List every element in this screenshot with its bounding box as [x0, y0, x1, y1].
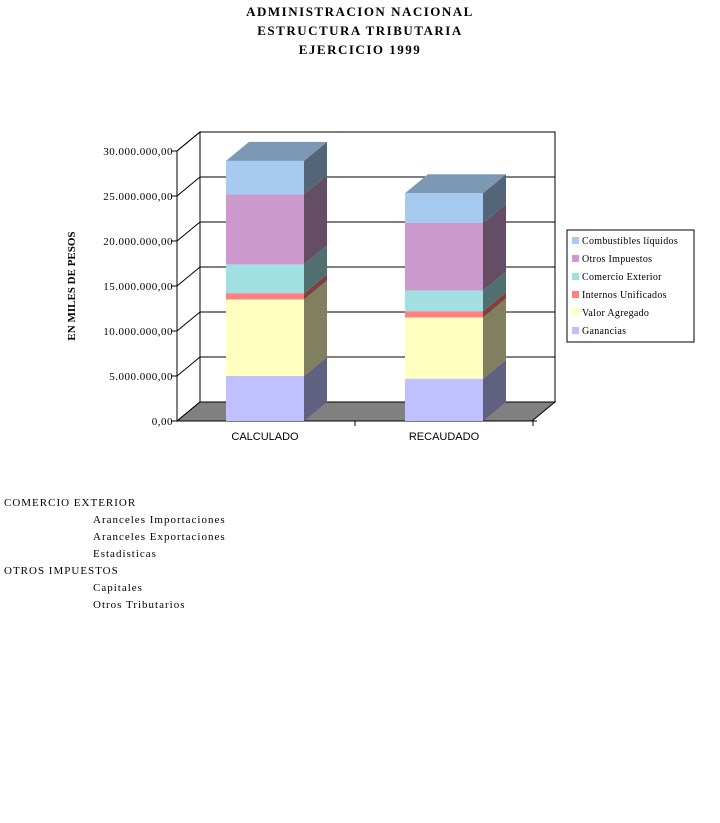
bar-segment-side: [483, 359, 506, 421]
bar-segment-side: [304, 141, 327, 195]
gridline-side: [176, 356, 201, 377]
bar-segment-side: [483, 204, 506, 291]
bar-segment: [405, 290, 483, 312]
legend-swatch: [572, 291, 579, 298]
gridline-side: [176, 266, 201, 287]
stacked-bar-chart: 0,00 5.000.000,00 10.000.000,00 15.000.000,…: [66, 130, 695, 443]
legend-label: Combustibles líquidos: [582, 236, 678, 247]
y-tick-label: 0,00: [152, 416, 173, 428]
title-line-1: ADMINISTRACION NACIONAL: [246, 4, 474, 19]
note-item: Capitales: [93, 582, 143, 594]
legend-swatch: [572, 237, 579, 244]
gridline-side: [176, 311, 201, 332]
legend: [566, 229, 695, 343]
legend-swatch: [572, 327, 579, 334]
bar-segment: [405, 193, 483, 223]
title-line-3: EJERCICIO 1999: [298, 42, 422, 57]
y-tick-label: 15.000.000,00: [103, 281, 173, 293]
bar-segment-side: [304, 274, 327, 300]
y-tick-label: 20.000.000,00: [103, 236, 173, 248]
chart-title: ADMINISTRACION NACIONAL ESTRUCTURA TRIBU…: [0, 2, 720, 59]
gridline-side: [176, 221, 201, 242]
legend-swatch: [572, 273, 579, 280]
bar-segment: [226, 194, 304, 265]
note-item: Estadísticas: [93, 548, 157, 560]
bar-segment: [405, 223, 483, 291]
bar-segment-side: [304, 245, 327, 294]
legend-label: Comercio Exterior: [582, 272, 662, 283]
bar-segment-side: [304, 357, 327, 421]
y-tick-label: 30.000.000,00: [103, 146, 173, 158]
bar-top: [226, 141, 327, 161]
legend-swatch: [572, 255, 579, 262]
bar-segment: [405, 311, 483, 318]
legend-label: Internos Unificados: [582, 290, 667, 301]
legend-label: Otros Impuestos: [582, 254, 652, 265]
y-tick-label: 10.000.000,00: [103, 326, 173, 338]
note-heading-otros-impuestos: OTROS IMPUESTOS: [4, 565, 119, 577]
bar-top: [405, 174, 506, 194]
notes-list: COMERCIO EXTERIOR Aranceles Importacione…: [4, 495, 226, 614]
legend-label: Valor Agregado: [582, 308, 649, 319]
y-tick-label: 5.000.000,00: [109, 371, 173, 383]
note-heading-comercio-exterior: COMERCIO EXTERIOR: [4, 497, 137, 509]
bar-segment-side: [304, 280, 327, 376]
bar-segment: [226, 376, 304, 421]
bar-segment: [405, 317, 483, 379]
note-item: Aranceles Importaciones: [93, 514, 226, 526]
note-item: Aranceles Exportaciones: [93, 531, 226, 543]
legend-label: Ganancias: [582, 326, 626, 337]
bar-segment: [226, 264, 304, 294]
bar-segment: [226, 293, 304, 300]
bar-segment-side: [304, 175, 327, 265]
bar-segment: [226, 160, 304, 195]
y-axis-label: EN MILES DE PESOS: [66, 231, 78, 340]
bar-segment: [226, 299, 304, 376]
title-line-2: ESTRUCTURA TRIBUTARIA: [257, 23, 463, 38]
bar-segment-side: [483, 271, 506, 312]
note-item: Otros Tributarios: [93, 599, 186, 611]
bar-segment-side: [483, 292, 506, 318]
bar-segment-side: [483, 174, 506, 223]
gridline-side: [176, 131, 201, 152]
x-tick-label: CALCULADO: [231, 431, 299, 443]
y-tick-label: 25.000.000,00: [103, 191, 173, 203]
gridline-side: [176, 176, 201, 197]
legend-swatch: [572, 309, 579, 316]
x-tick-label: RECAUDADO: [409, 431, 480, 443]
bar-segment: [405, 378, 483, 421]
bar-segment-side: [483, 298, 506, 379]
